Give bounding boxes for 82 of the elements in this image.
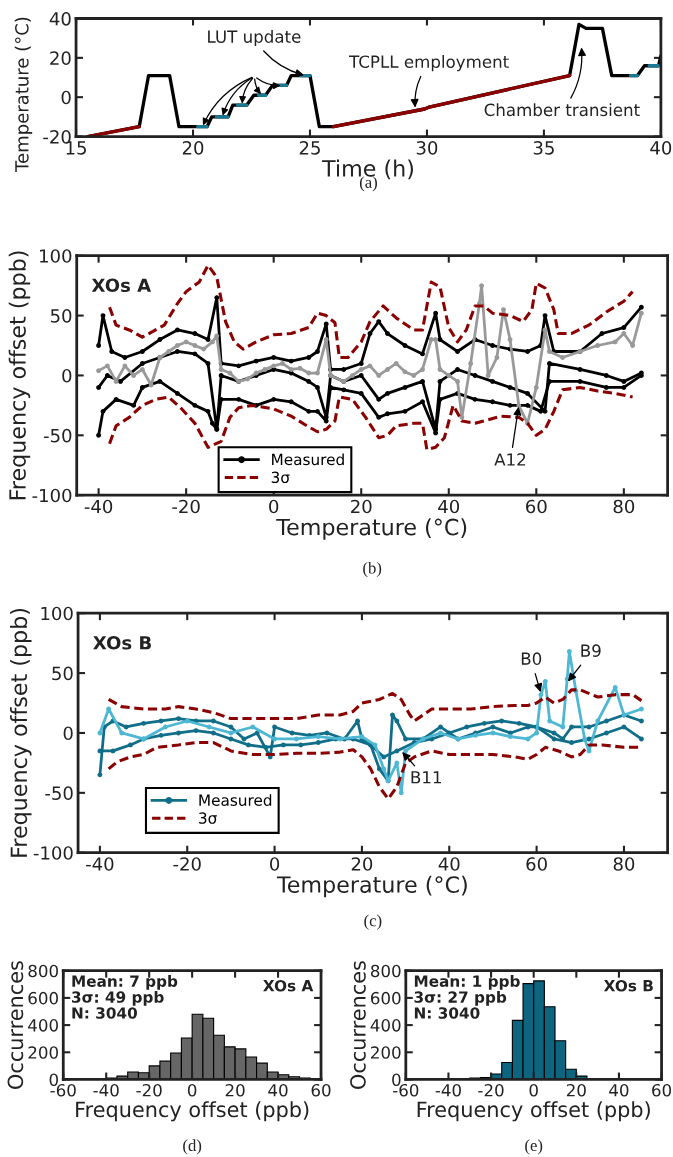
- annotation: XOs B: [93, 635, 151, 650]
- y-tick-label: 0: [63, 726, 73, 741]
- y-tick-label: 0: [61, 90, 71, 105]
- y-tick-label: -50: [45, 786, 73, 800]
- x-tick-label: 20: [566, 1083, 586, 1097]
- y-tick-label: 50: [50, 309, 72, 323]
- x-tick-label: 25: [299, 141, 320, 155]
- x-tick-label: 20: [351, 499, 372, 514]
- y-tick-label: 800: [370, 964, 401, 978]
- x-tick-label: 0: [529, 1083, 538, 1097]
- y-tick-label: 20: [50, 51, 71, 65]
- y-axis-title: Occurrences: [350, 961, 366, 1089]
- x-axis-title: Frequency offset (ppb): [76, 1101, 309, 1122]
- annotation: XOs A: [263, 979, 314, 992]
- annotation: TCPLL employment: [349, 55, 509, 72]
- annotation: XOs A: [91, 278, 152, 293]
- x-tick-label: 30: [416, 141, 438, 155]
- annotation: Mean: 1 ppb 3σ: 27 ppb N: 3040: [414, 975, 520, 1019]
- text: (c): [364, 914, 382, 930]
- legend-label: 3σ: [199, 812, 217, 824]
- x-tick-label: 40: [268, 1083, 288, 1097]
- x-tick-label: 80: [613, 499, 635, 514]
- x-tick-label: -20: [478, 1083, 504, 1097]
- x-tick-label: 20: [351, 857, 373, 871]
- y-tick-label: 50: [52, 666, 73, 681]
- legend-label: Measured: [272, 453, 344, 466]
- x-tick-label: 0: [270, 857, 280, 871]
- annotation: XOs B: [603, 979, 653, 992]
- y-axis-title: Temperature (°C): [14, 17, 33, 173]
- y-tick-label: 400: [28, 1019, 58, 1032]
- x-tick-label: 0: [269, 499, 279, 514]
- y-axis-title: Frequency offset (ppb): [10, 608, 32, 857]
- x-tick-label: -40: [435, 1083, 461, 1097]
- x-tick-label: 20: [182, 141, 204, 155]
- x-tick-label: 35: [533, 141, 554, 155]
- x-tick-label: 0: [187, 1083, 197, 1097]
- y-tick-label: 800: [28, 964, 58, 978]
- y-axis-title: Frequency offset (ppb): [8, 251, 31, 500]
- y-tick-label: 0: [62, 368, 72, 383]
- x-tick-label: 20: [225, 1083, 245, 1097]
- x-axis-title: Temperature (°C): [276, 875, 467, 898]
- y-tick-label: 40: [49, 11, 71, 26]
- y-tick-label: 400: [370, 1019, 401, 1032]
- annotation: B0: [521, 652, 542, 665]
- annotation: B9: [581, 644, 601, 657]
- x-tick-label: -40: [86, 857, 114, 871]
- x-tick-label: -20: [136, 1083, 162, 1097]
- annotation: Chamber transient: [484, 103, 640, 117]
- x-tick-label: 60: [652, 1083, 672, 1097]
- annotation: B11: [411, 771, 442, 784]
- y-tick-label: 600: [28, 991, 58, 1005]
- x-tick-label: -40: [93, 1083, 119, 1097]
- x-tick-label: 60: [526, 857, 547, 871]
- x-tick-label: -20: [172, 499, 200, 514]
- annotation: Mean: 7 ppb 3σ: 49 ppb N: 3040: [72, 975, 178, 1019]
- y-tick-label: -100: [33, 846, 73, 860]
- x-axis-title: Temperature (°C): [276, 518, 467, 540]
- x-tick-label: 40: [438, 857, 460, 871]
- y-tick-label: 100: [41, 606, 73, 621]
- annotation: LUT update: [208, 29, 301, 47]
- x-tick-label: 40: [650, 141, 672, 155]
- text: (e): [525, 1139, 543, 1155]
- text: (b): [363, 561, 382, 577]
- x-tick-label: 40: [438, 499, 460, 514]
- y-tick-label: 200: [371, 1046, 401, 1059]
- y-tick-label: -50: [43, 428, 72, 443]
- y-tick-label: 600: [371, 991, 401, 1005]
- legend-label: 3σ: [271, 471, 290, 484]
- y-tick-label: -100: [32, 488, 72, 503]
- y-axis-title: Occurrences: [7, 961, 24, 1089]
- x-tick-label: 60: [526, 499, 547, 514]
- x-tick-label: -20: [173, 857, 201, 871]
- x-tick-label: 40: [609, 1083, 629, 1097]
- x-tick-label: 60: [311, 1083, 331, 1097]
- x-tick-label: 80: [613, 857, 635, 871]
- x-tick-label: -40: [84, 499, 113, 514]
- x-axis-title: Frequency offset (ppb): [417, 1101, 650, 1122]
- y-tick-label: 100: [40, 249, 72, 263]
- y-tick-label: 200: [28, 1046, 58, 1059]
- annotation: A12: [494, 453, 526, 466]
- legend-label: Measured: [199, 794, 272, 806]
- text: (d): [183, 1139, 202, 1155]
